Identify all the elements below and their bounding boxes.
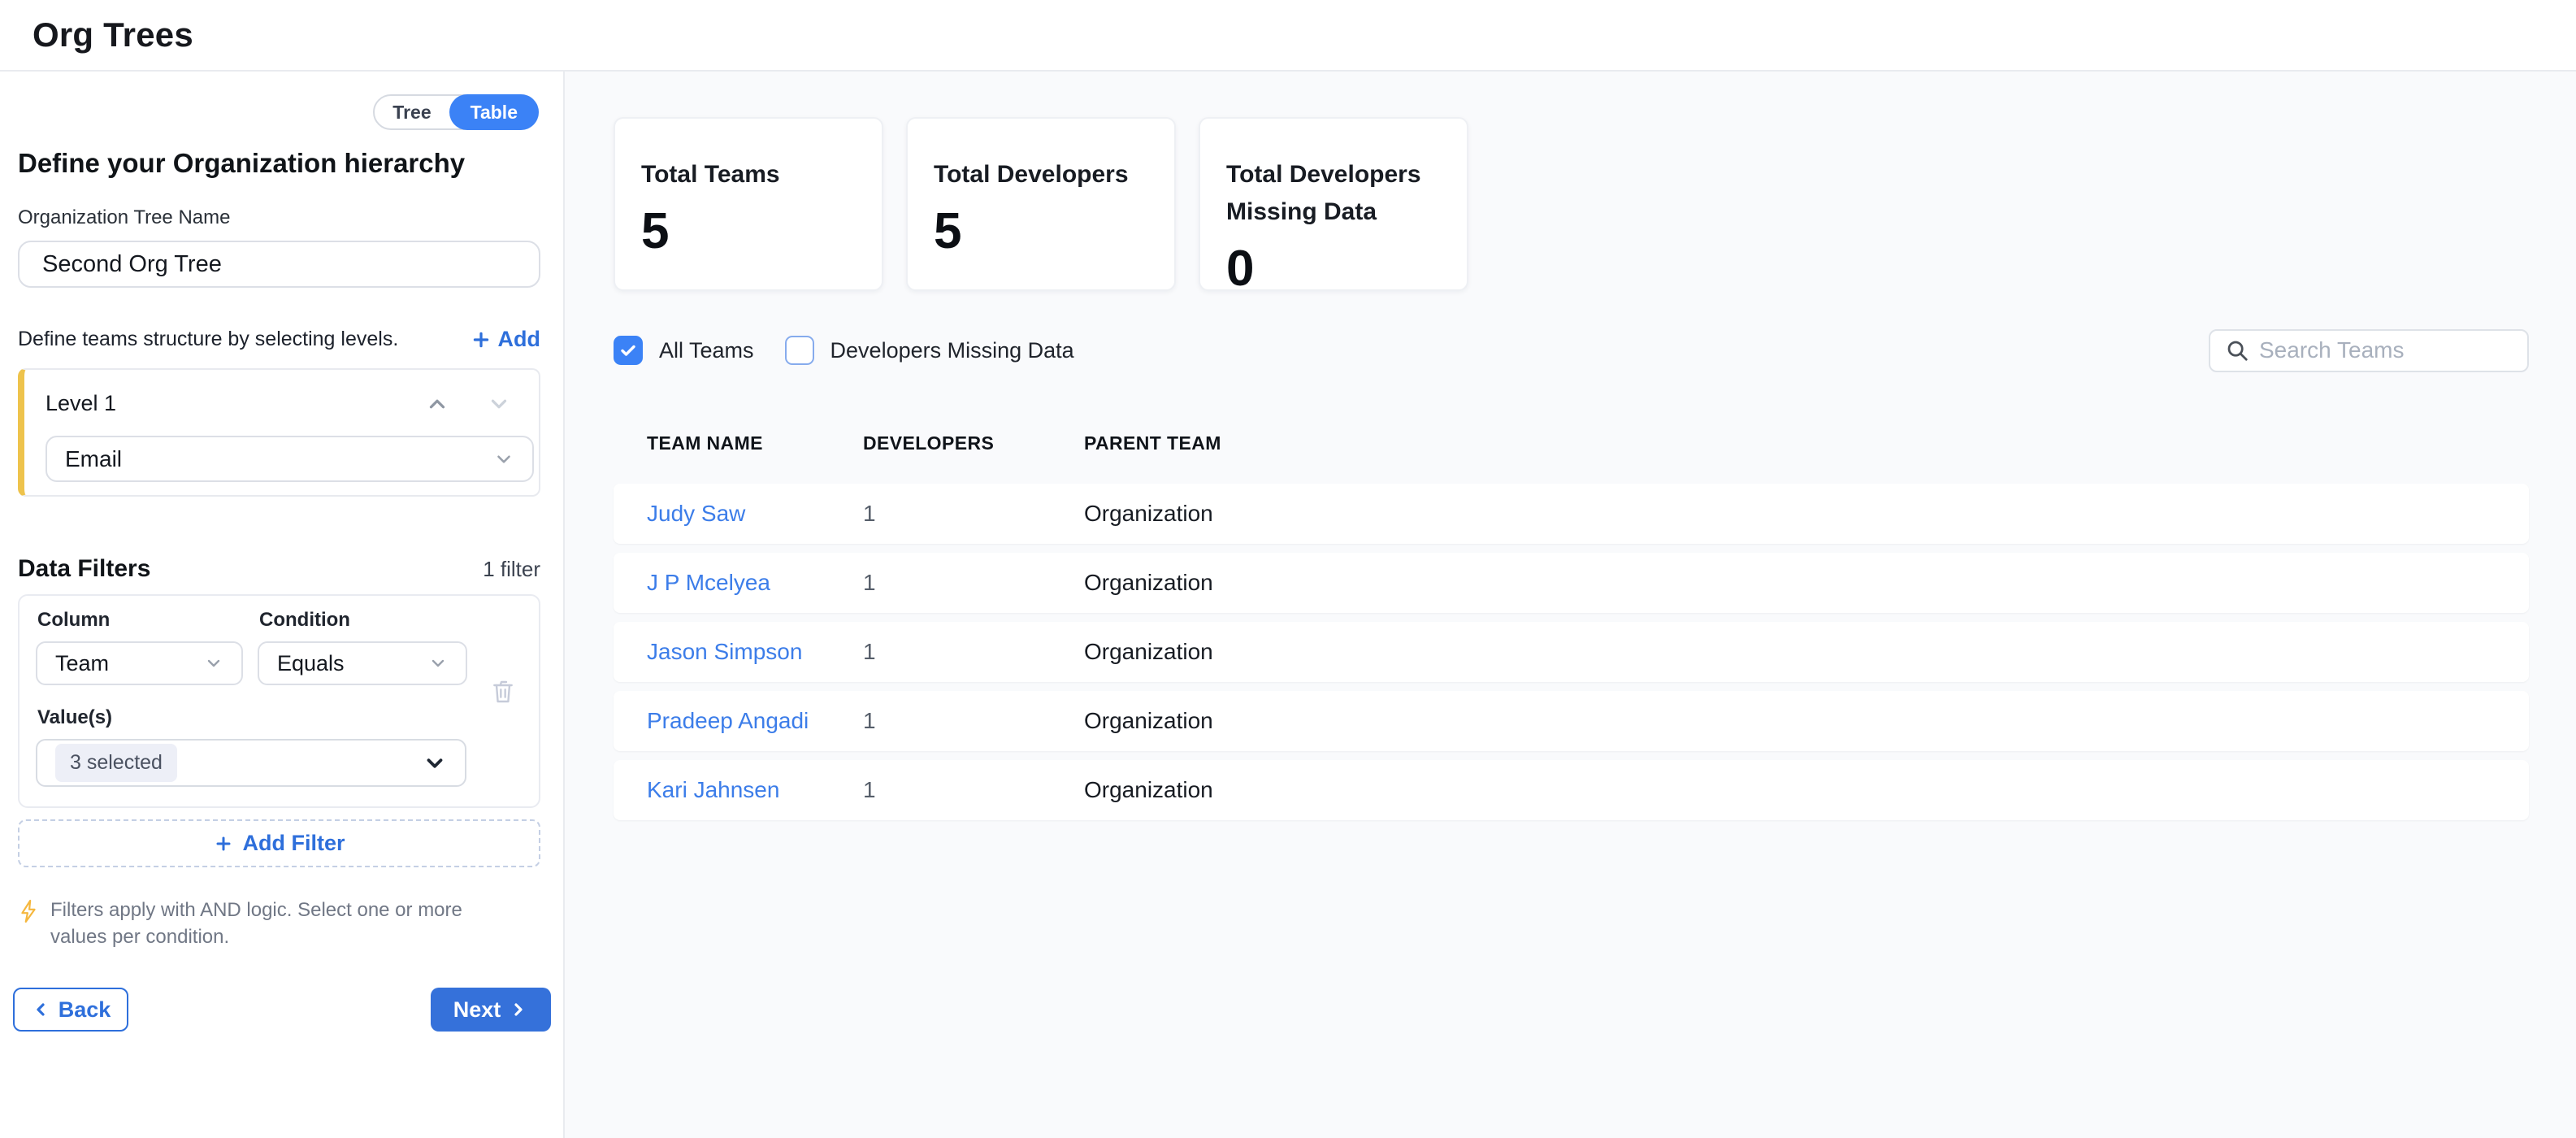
view-toggle: Tree Table <box>373 94 539 130</box>
team-name-link[interactable]: Jason Simpson <box>647 639 803 664</box>
search-teams-input[interactable] <box>2259 337 2552 363</box>
parent-team: Organization <box>1084 501 1213 526</box>
stat-card: Total Developers Missing Data 0 <box>1199 117 1468 297</box>
teams-table: TEAM NAME DEVELOPERS PARENT TEAM Judy Sa… <box>614 432 2529 820</box>
selected-count-chip: 3 selected <box>55 744 177 782</box>
stat-label: Total Teams <box>641 161 780 188</box>
developers-count: 1 <box>863 708 876 733</box>
filter-card: Column Team Condition Equals <box>18 594 540 808</box>
column-select[interactable]: Team <box>36 641 243 685</box>
all-teams-checkbox[interactable] <box>614 336 643 365</box>
plus-icon <box>214 834 233 854</box>
chevron-down-icon <box>493 449 514 470</box>
parent-team: Organization <box>1084 708 1213 733</box>
plus-icon <box>471 329 492 350</box>
stat-value: 5 <box>934 203 962 259</box>
parent-team: Organization <box>1084 639 1213 664</box>
filter-count: 1 filter <box>483 557 540 581</box>
levels-label: Define teams structure by selecting leve… <box>18 328 399 350</box>
missing-data-label: Developers Missing Data <box>830 337 1074 363</box>
tree-name-input[interactable] <box>18 241 540 288</box>
main-content: Total Teams 5 Total Developers 5 Total D… <box>565 72 2576 1138</box>
table-row: Judy Saw 1 Organization <box>614 484 2529 544</box>
condition-value: Equals <box>277 650 345 675</box>
sidebar-heading: Define your Organization hierarchy <box>18 148 466 178</box>
chevron-left-icon <box>31 1000 50 1019</box>
chevron-right-icon <box>509 1000 528 1019</box>
team-name-link[interactable]: Judy Saw <box>647 501 746 526</box>
all-teams-label: All Teams <box>659 337 754 363</box>
chevron-down-icon <box>423 751 447 775</box>
column-value: Team <box>55 650 110 675</box>
toggle-table[interactable]: Table <box>449 94 539 130</box>
page-title: Org Trees <box>33 15 193 54</box>
table-row: Pradeep Angadi 1 Organization <box>614 691 2529 751</box>
search-icon <box>2225 338 2249 363</box>
team-name-link[interactable]: Kari Jahnsen <box>647 777 780 802</box>
stat-card: Total Developers 5 <box>906 117 1176 291</box>
level-title: Level 1 <box>46 391 117 415</box>
values-label: Value(s) <box>37 706 113 728</box>
stat-card: Total Teams 5 <box>614 117 883 291</box>
table-row: Kari Jahnsen 1 Organization <box>614 760 2529 820</box>
table-row: Jason Simpson 1 Organization <box>614 622 2529 682</box>
add-filter-button[interactable]: Add Filter <box>18 819 540 867</box>
next-label: Next <box>453 997 501 1022</box>
condition-label: Condition <box>259 609 350 631</box>
next-button[interactable]: Next <box>431 988 551 1032</box>
column-header-parent-team: PARENT TEAM <box>1084 432 1221 454</box>
column-label: Column <box>37 609 111 631</box>
developers-count: 1 <box>863 777 876 802</box>
table-row: J P Mcelyea 1 Organization <box>614 553 2529 613</box>
lightning-bolt-icon <box>18 898 39 950</box>
add-filter-label: Add Filter <box>242 831 345 855</box>
column-header-team-name: TEAM NAME <box>647 432 763 454</box>
checkmark-icon <box>618 341 638 360</box>
column-header-developers: DEVELOPERS <box>863 432 995 454</box>
developers-count: 1 <box>863 501 876 526</box>
stat-value: 0 <box>1226 241 1255 297</box>
table-header-row: TEAM NAME DEVELOPERS PARENT TEAM <box>614 432 2529 454</box>
add-level-label: Add <box>497 327 540 351</box>
data-filters-heading: Data Filters <box>18 555 151 582</box>
stat-value: 5 <box>641 203 670 259</box>
table-body: Judy Saw 1 Organization J P Mcelyea 1 Or… <box>614 484 2529 820</box>
developers-count: 1 <box>863 570 876 595</box>
trash-icon <box>490 677 516 706</box>
delete-filter-button[interactable] <box>490 677 516 706</box>
level-field-value: Email <box>65 445 123 471</box>
back-label: Back <box>58 997 111 1022</box>
team-name-link[interactable]: Pradeep Angadi <box>647 708 809 733</box>
parent-team: Organization <box>1084 570 1213 595</box>
back-button[interactable]: Back <box>13 988 128 1032</box>
values-multiselect[interactable]: 3 selected <box>36 739 466 787</box>
level-card: Level 1 Email <box>18 368 540 497</box>
developers-count: 1 <box>863 639 876 664</box>
level-field-select[interactable]: Email <box>46 436 534 482</box>
tree-name-label: Organization Tree Name <box>18 206 231 228</box>
chevron-down-icon <box>204 654 223 673</box>
move-level-down-button[interactable] <box>487 392 511 416</box>
chevron-down-icon <box>428 654 448 673</box>
parent-team: Organization <box>1084 777 1213 802</box>
stat-label: Total Developers Missing Data <box>1226 161 1421 225</box>
missing-data-filter[interactable]: Developers Missing Data <box>784 336 1074 365</box>
add-level-button[interactable]: Add <box>471 327 540 352</box>
missing-data-checkbox[interactable] <box>784 336 814 365</box>
move-level-up-button[interactable] <box>425 392 449 416</box>
chevron-up-icon <box>425 392 449 416</box>
filters-note-text: Filters apply with AND logic. Select one… <box>50 899 462 948</box>
chevron-down-icon <box>487 392 511 416</box>
app-header: Org Trees <box>0 0 2576 72</box>
stats-row: Total Teams 5 Total Developers 5 Total D… <box>614 117 2529 297</box>
toggle-tree[interactable]: Tree <box>392 101 432 123</box>
condition-select[interactable]: Equals <box>258 641 467 685</box>
team-name-link[interactable]: J P Mcelyea <box>647 570 770 595</box>
stat-label: Total Developers <box>934 161 1129 188</box>
sidebar: Tree Table Define your Organization hier… <box>0 72 565 1138</box>
search-box <box>2209 328 2552 372</box>
all-teams-filter[interactable]: All Teams <box>614 336 754 365</box>
